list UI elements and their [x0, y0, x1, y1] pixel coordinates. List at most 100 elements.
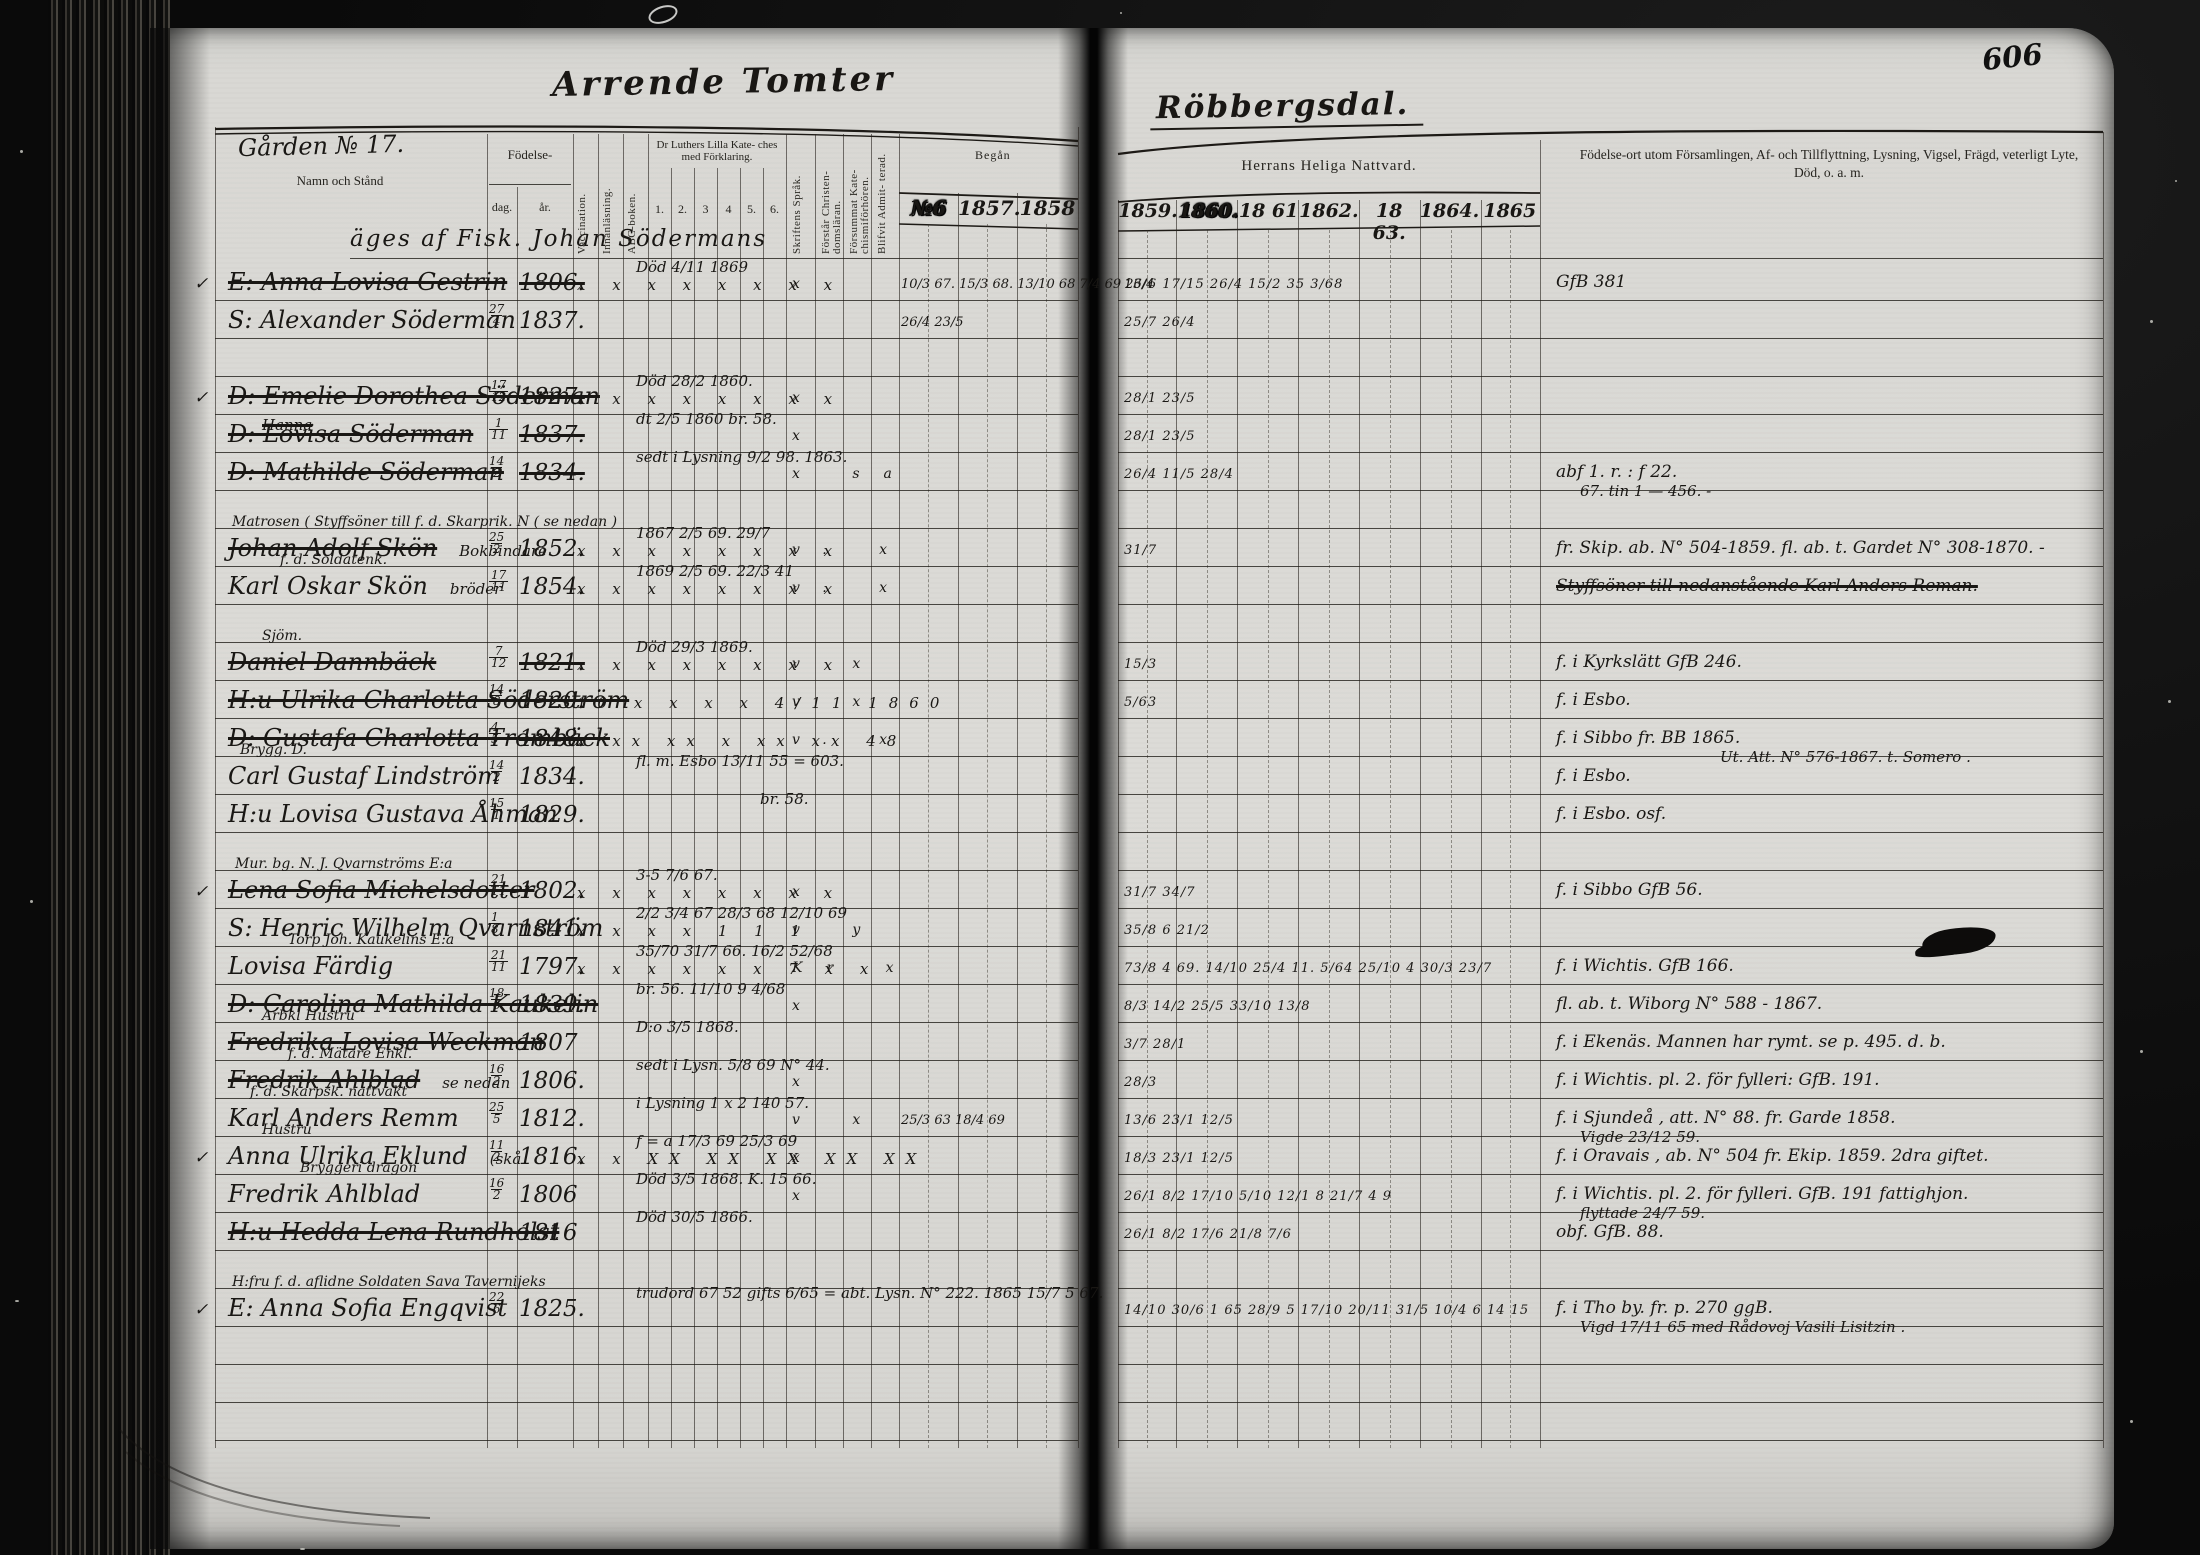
- row-right-dates: 73/8 4 69. 14/10 25/4 11. 5/64 25/10 4 3…: [1124, 961, 1493, 976]
- row-name-group: Lena Sofia Michelsdotter: [228, 876, 535, 904]
- row-rule: [215, 300, 1078, 301]
- row-rule: [1118, 1402, 2103, 1403]
- row-name: H:u Ulrika Charlotta Söderström: [228, 686, 630, 714]
- row-language-marks: x: [792, 428, 824, 444]
- row-name: Johan Adolf Skön: [228, 534, 438, 562]
- row-mid-note: 3-5 7/6 67.: [636, 866, 718, 884]
- row-birth-year: 1797.: [519, 954, 585, 980]
- row-language-marks: v x: [792, 656, 885, 672]
- birth-day-numerator: 21: [491, 872, 507, 886]
- birth-day-denominator: 11: [489, 884, 509, 898]
- row-name: D: Gustafa Charlotta Trombäck: [228, 724, 610, 752]
- row-birth-year: 1837.: [519, 422, 585, 448]
- column-subline: [1510, 230, 1511, 1448]
- row-communion-dates: 25/3 63 18/4 69: [901, 1113, 1005, 1128]
- row-right-dates: 3/7 28/1: [1124, 1037, 1187, 1052]
- row-mid-note: Död 3/5 1868. K. 15 66.: [636, 1170, 817, 1188]
- row-birth-year: 1827.: [519, 384, 585, 410]
- birth-day-denominator: 6: [490, 998, 503, 1012]
- row-rule: [215, 1250, 1078, 1251]
- row-rule: [1118, 258, 2103, 259]
- row-birth-year: 1825.: [519, 1296, 585, 1322]
- row-right-dates: 13/6 17/15 26/4 15/2 35 3/68: [1124, 277, 1344, 292]
- row-marks: x x x x x x 7 x x: [577, 960, 880, 978]
- row-birth-day: 11 2: [489, 1138, 505, 1163]
- column-subline: [1329, 230, 1330, 1448]
- column-line: [1481, 200, 1482, 1448]
- row-language-marks: x: [792, 884, 824, 900]
- column-line: [517, 187, 518, 1448]
- kateches-col-number: 6.: [770, 202, 779, 216]
- row-rule: [1118, 1288, 2103, 1289]
- row-birth-year: 1834.: [519, 764, 585, 790]
- row-rule: [1118, 1174, 2103, 1175]
- row-name-group: D: Gustafa Charlotta Trombäck: [228, 724, 610, 752]
- row-name-extra: Bokbindare: [459, 542, 547, 560]
- birth-day-numerator: 1: [494, 416, 503, 430]
- row-name-extra: bröder: [449, 580, 502, 598]
- row-rule: [215, 376, 1078, 377]
- row-rule: [1118, 794, 2103, 795]
- row-rule: [215, 604, 1078, 605]
- remarks-header: Födelse-ort utom Församlingen, Af- och T…: [1579, 147, 2079, 180]
- row-language-marks: x: [792, 1150, 824, 1166]
- kateches-col-number: 4: [725, 202, 732, 216]
- birth-day-denominator: 11: [489, 960, 509, 974]
- row-remark: fl. ab. t. Wiborg N° 588 - 1867.: [1556, 994, 1823, 1014]
- vertical-column-header: Försummat Kate- chismiförhören.: [848, 169, 871, 254]
- year-label: 1857.: [958, 196, 1021, 220]
- row-marks: x xx xx x xx xx 48: [577, 732, 908, 750]
- column-line: [671, 168, 672, 1448]
- row-birth-year: 1806: [519, 1182, 578, 1208]
- row-remark: f. i Oravais , ab. N° 504 fr. Ekip. 1859…: [1556, 1146, 1989, 1166]
- birth-day-numerator: 22: [489, 1290, 505, 1304]
- row-right-dates: 18/3 23/1 12/5: [1124, 1151, 1234, 1166]
- birth-day-denominator: 2: [490, 1074, 503, 1088]
- row-name-group: D: Mathilde Söderman: [228, 458, 504, 486]
- column-line: [1420, 200, 1421, 1448]
- row-birth-year: 1821.: [519, 650, 585, 676]
- row-name-group: Anna Ulrika Eklund (skå: [228, 1142, 521, 1170]
- row-rule: [1118, 604, 2103, 605]
- row-name: Karl Anders Remm: [228, 1104, 459, 1132]
- column-line: [487, 134, 488, 1448]
- birth-day-numerator: 11: [489, 1138, 505, 1152]
- row-rule: [215, 1288, 1078, 1289]
- row-name: Fredrik Ahlblad: [228, 1180, 421, 1208]
- row-rule: [215, 1098, 1078, 1099]
- row-rule: [215, 680, 1078, 681]
- row-right-dates: 26/1 8/2 17/10 5/10 12/1 8 21/7 4 9: [1124, 1189, 1393, 1204]
- row-birth-year: 1854.: [519, 574, 585, 600]
- row-marks: x x x x x x x x: [577, 884, 844, 902]
- birth-day-numerator: 1: [491, 910, 499, 924]
- row-rule: [215, 490, 1078, 491]
- row-name-group: Karl Anders Remm: [228, 1104, 459, 1132]
- margin-tick: ✓: [194, 1300, 209, 1320]
- row-birth-year: 1802.: [519, 878, 585, 904]
- row-right-dates: 14/10 30/6 1 65 28/9 5 17/10 20/11 31/5 …: [1124, 1303, 1530, 1318]
- birth-subdivider: [489, 184, 571, 185]
- row-name: Lena Sofia Michelsdotter: [228, 876, 535, 904]
- row-right-dates: 8/3 14/2 25/5 33/10 13/8: [1124, 999, 1311, 1014]
- row-birth-day: 17 12: [489, 379, 509, 403]
- row-rule: [1118, 984, 2103, 985]
- row-remark: f. i Wichtis. pl. 2. för fylleri. GfB. 1…: [1556, 1184, 1969, 1204]
- column-subline: [928, 224, 929, 1448]
- row-birth-day: 17 11: [489, 568, 509, 593]
- row-birth-day: 16 2: [489, 1063, 504, 1088]
- row-sub-annotation: Hanna: [262, 416, 313, 434]
- row-remark-2: Vigde 23/12 59.: [1580, 1128, 1701, 1146]
- row-annotation: Brygg. D.: [240, 742, 307, 758]
- row-birth-day: 22 6: [489, 1290, 505, 1315]
- row-remark: f. i Kyrkslätt GfB 246.: [1556, 652, 1742, 672]
- row-name: E: Anna Sofia Engqvist: [228, 1294, 508, 1322]
- row-birth-year: 1806.: [519, 270, 585, 296]
- row-mid-note: sedt i Lysning 9/2 98. 1863.: [636, 448, 848, 466]
- row-language-marks: v y: [792, 922, 885, 938]
- birth-day-denominator: 2: [490, 770, 503, 784]
- birth-day-numerator: 17: [491, 568, 507, 582]
- margin-tick: ✓: [194, 388, 209, 408]
- row-name-group: Fredrik Ahlblad: [228, 1180, 420, 1208]
- row-rule: [350, 258, 1078, 259]
